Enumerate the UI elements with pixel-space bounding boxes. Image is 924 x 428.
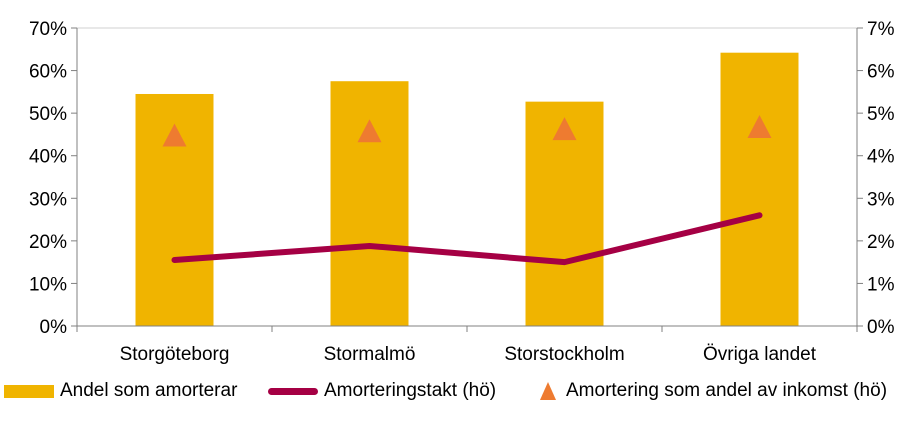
x-tick-label: Övriga landet — [703, 344, 817, 365]
right-tick-label: 6% — [867, 62, 895, 83]
triangle-marker — [357, 119, 382, 143]
triangle-marker — [747, 115, 772, 139]
right-tick-label: 3% — [867, 189, 895, 210]
legend-label-markers: Amortering som andel av inkomst (hö) — [566, 380, 888, 401]
legend-item-line: Amorteringstakt (hö) — [268, 376, 496, 406]
right-tick-label: 1% — [867, 274, 895, 295]
left-tick-label: 60% — [29, 62, 67, 83]
right-tick-label: 0% — [867, 317, 895, 338]
right-axis-ticks: 0% 1% 2% 3% 4% 5% 6% 7% — [857, 19, 895, 338]
x-tick-label: Storstockholm — [504, 344, 624, 365]
left-tick-label: 20% — [29, 232, 67, 253]
right-tick-label: 5% — [867, 104, 895, 125]
line-series — [171, 212, 763, 266]
left-tick-label: 50% — [29, 104, 67, 125]
legend-item-bars: Andel som amorterar — [4, 376, 237, 406]
x-tick-label: Stormalmö — [324, 344, 416, 365]
left-tick-label: 70% — [29, 19, 67, 40]
triangle-marker — [162, 123, 187, 147]
triangle-marker — [552, 117, 577, 141]
bar-series — [135, 52, 799, 326]
bar — [720, 52, 799, 326]
legend-swatch-bar — [4, 384, 54, 398]
legend-item-markers: Amortering som andel av inkomst (hö) — [532, 376, 887, 406]
left-tick-label: 30% — [29, 189, 67, 210]
right-tick-label: 2% — [867, 232, 895, 253]
x-axis-ticks: Storgöteborg Stormalmö Storstockholm Övriga… — [76, 326, 858, 365]
right-tick-label: 7% — [867, 19, 895, 40]
x-tick-label: Storgöteborg — [120, 344, 230, 365]
series-line — [171, 212, 763, 266]
bar — [330, 81, 409, 326]
legend-swatch-line — [268, 387, 318, 395]
right-tick-label: 4% — [867, 147, 895, 168]
legend-swatch-triangle — [540, 382, 556, 400]
legend: Andel som amorterar Amorteringstakt (hö)… — [0, 376, 924, 406]
left-axis-ticks: 0% 10% 20% 30% 40% 50% 60% 70% — [29, 19, 77, 338]
legend-label-line: Amorteringstakt (hö) — [324, 380, 497, 401]
left-tick-label: 40% — [29, 147, 67, 168]
marker-series — [162, 115, 772, 147]
legend-label-bars: Andel som amorterar — [60, 380, 238, 401]
left-tick-label: 10% — [29, 274, 67, 295]
left-tick-label: 0% — [40, 317, 68, 338]
